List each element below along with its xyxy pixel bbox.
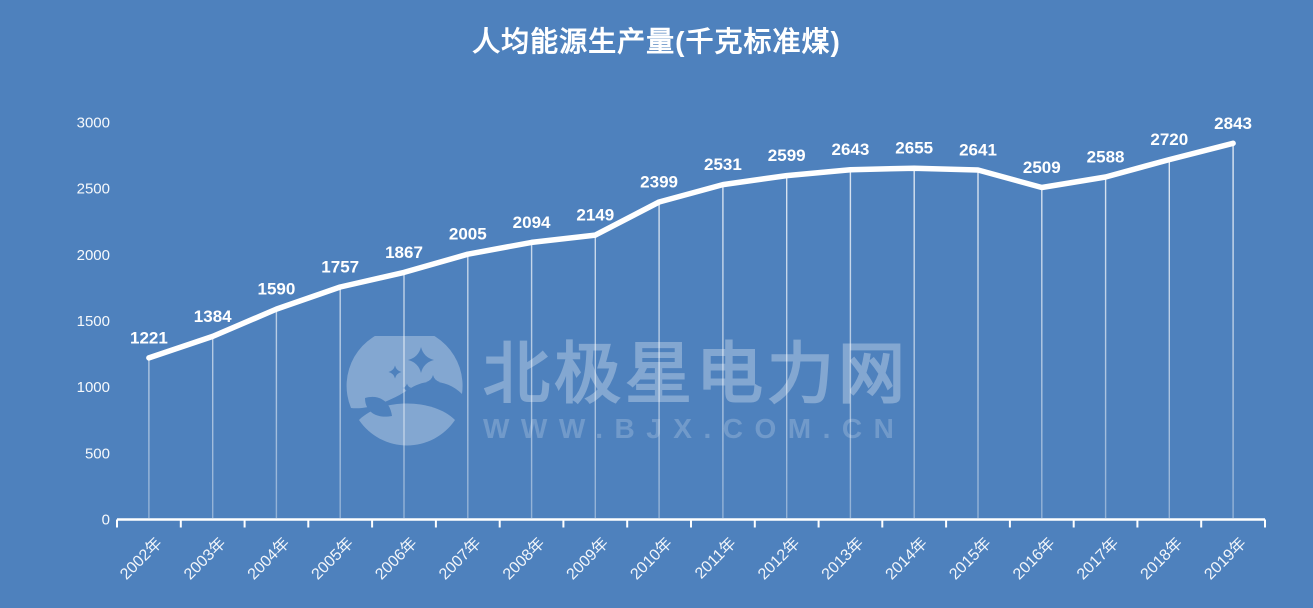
data-label: 2599 [768,146,806,165]
data-label: 2149 [576,206,614,225]
x-tick-label: 2015年 [946,534,995,583]
data-label: 2509 [1023,158,1061,177]
data-label: 1590 [257,280,295,299]
data-label: 2843 [1214,114,1252,133]
x-tick-label: 2013年 [818,534,867,583]
x-tick-label: 2012年 [754,534,803,583]
data-label: 2531 [704,155,742,174]
data-label: 2005 [449,225,487,244]
y-tick-label: 500 [85,445,110,462]
x-tick-label: 2016年 [1009,534,1058,583]
data-label: 1384 [194,307,232,326]
series-line [146,140,1236,361]
x-tick-label: 2019年 [1201,534,1250,583]
data-label: 2399 [640,173,678,192]
y-tick-label: 3000 [77,115,110,132]
chart-title: 人均能源生产量(千克标准煤) [472,26,841,57]
x-tick-label: 2005年 [308,534,357,583]
x-tick-label: 2008年 [499,534,548,583]
x-tick-label: 2004年 [244,534,293,583]
x-tick-label: 2006年 [372,534,421,583]
data-label: 2643 [831,140,869,159]
x-tick-label: 2017年 [1073,534,1122,583]
y-tick-label: 0 [102,512,110,529]
data-label: 2641 [959,141,997,160]
data-label: 1221 [130,328,168,347]
data-label: 1757 [321,258,359,277]
x-tick-label: 2002年 [117,534,166,583]
y-tick-label: 2000 [77,247,110,264]
x-tick-label: 2003年 [180,534,229,583]
x-tick-label: 2010年 [627,534,676,583]
x-tick-label: 2009年 [563,534,612,583]
data-label: 2094 [513,213,551,232]
x-tick-label: 2014年 [882,534,931,583]
x-tick-label: 2011年 [691,534,739,582]
y-tick-label: 1500 [77,313,110,330]
y-tick-label: 2500 [77,181,110,198]
data-label: 1867 [385,243,423,262]
data-label: 2588 [1087,148,1125,167]
x-tick-label: 2007年 [435,534,484,583]
data-label: 2720 [1150,130,1188,149]
x-tick-label: 2018年 [1137,534,1186,583]
y-tick-label: 1000 [77,379,110,396]
data-label: 2655 [895,139,933,158]
